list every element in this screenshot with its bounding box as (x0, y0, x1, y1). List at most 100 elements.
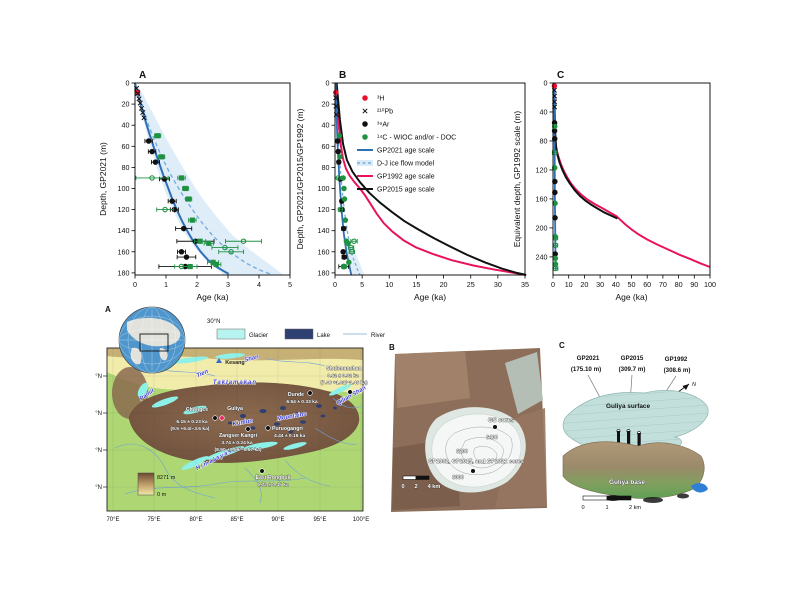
glacier3d-scale-2km: 2 km (629, 505, 641, 511)
x-tick-label: 90 (690, 280, 698, 289)
globe-latitude-label: 30°N (207, 319, 220, 325)
chart-panel-letter: B (339, 70, 346, 81)
marker-39Ar (551, 136, 558, 142)
marker-14C WIOC (552, 200, 558, 207)
region-label-taklamakan: Taklamakan (213, 380, 257, 386)
marker-39Ar (341, 254, 347, 260)
x-tick-label: 40 (612, 280, 620, 289)
east-rongbuk-marker (259, 468, 265, 474)
site-label-puruogangri: Puruogangri (272, 426, 303, 432)
x-tick-label: 25 (467, 280, 475, 289)
marker-14C WIOC (552, 261, 559, 267)
site-label-shulenanshan: Shulenanshan (326, 366, 361, 372)
line-gp1992-age-scale (552, 82, 711, 268)
terrain-image (391, 348, 547, 512)
marker-39Ar (178, 249, 185, 255)
map-graticule (107, 348, 363, 511)
y-tick-label: 60 (122, 142, 130, 151)
guliya-surface-label: Guliya surface (606, 403, 650, 410)
core-name-gp2021: GP2021 (577, 355, 600, 362)
marker-210Pb (141, 115, 147, 121)
gs-cores-marker (492, 424, 498, 430)
x-axis-label: Age (ka) (615, 292, 647, 302)
marker-39Ar (340, 249, 346, 255)
x-tick-label: 15 (412, 280, 420, 289)
marker-legend (362, 121, 368, 127)
marker-14C WIOC (341, 185, 347, 192)
x-tick-label: 2 (195, 280, 199, 289)
series-3h (333, 89, 339, 96)
y-tick-label: 200 (536, 223, 548, 232)
map-glaciers (137, 353, 351, 470)
marker-14C WIOC (346, 259, 352, 266)
elevation-colorbar (137, 472, 155, 496)
x-tick-label: 5 (288, 280, 292, 289)
zangser-age: 3.74 ± 0.24 ka (221, 440, 253, 446)
lat-labels: 40°N 35°N 30°N 25°N (95, 374, 107, 491)
y-tick-label: 100 (318, 184, 330, 193)
plot-frame (134, 82, 291, 276)
marker-210Pb (140, 109, 146, 116)
marker-14C WIOC (551, 165, 558, 171)
marker-14C DOC (335, 175, 342, 181)
marker-39Ar (340, 225, 347, 232)
legend-label: GP2021 age scale (377, 148, 435, 155)
marker-3H (333, 89, 339, 96)
map-panel-label: A (105, 305, 111, 314)
y-tick-label: 160 (318, 247, 330, 256)
marker-14C WIOC (197, 238, 203, 244)
marker-39Ar (149, 148, 155, 155)
terrain-panel-label: B (389, 343, 395, 352)
terrain-patch-nw (395, 351, 470, 408)
x-tick-label: 35 (521, 280, 529, 289)
marker-14C DOC (349, 249, 355, 255)
marker-14C WIOC (552, 255, 559, 262)
marker-210Pb (137, 100, 143, 106)
guliya-surface-shape (562, 390, 709, 455)
y-tick-label: 0 (126, 79, 130, 88)
lon-tick-label: 90°E (271, 517, 284, 523)
y-tick-label: 140 (118, 226, 130, 235)
site-label-zangser: Zangser Kangri (219, 433, 258, 439)
x-tick-label: 0 (551, 280, 555, 289)
marker-39Ar (180, 225, 187, 232)
line-gp2015-age-scale (553, 82, 618, 220)
marker-14C WIOC (155, 133, 161, 139)
marker-legend (362, 134, 368, 140)
core-labels: GP2021 (175.10 m) GP2015 (309.7 m) GP199… (571, 355, 691, 374)
chart-legend: ³H ²¹⁰Pb ³⁹Ar ¹⁴C - WIOC and/or - DOC GP2021… (357, 95, 456, 194)
lon-tick-label: 95°E (313, 517, 326, 523)
map-panel: A (95, 305, 385, 523)
x-tick-label: 70 (659, 280, 667, 289)
x-tick-label: 0 (133, 280, 137, 289)
lon-tick-label: 80°E (189, 517, 202, 523)
x-axis-label: Age (ka) (196, 292, 228, 302)
globe-inset (118, 306, 186, 374)
marker-39Ar (335, 148, 342, 155)
marker-14C DOC (222, 244, 228, 251)
x-tick-label: 20 (440, 280, 448, 289)
x-tick-label: 5 (360, 280, 364, 289)
y-tick-label: 0 (326, 79, 330, 88)
lat-tick-label: 35°N (95, 411, 102, 417)
terrain-scale-2: 2 (414, 484, 417, 490)
contour-6200-label: 6200 (456, 449, 468, 455)
legend-label: ³⁹Ar (377, 122, 390, 129)
marker-39Ar (183, 254, 190, 260)
lat-tick-label: 40°N (95, 374, 102, 380)
marker-210Pb (136, 96, 142, 102)
marker-39Ar (552, 251, 558, 257)
east-rongbuk-age: 6.72 ± 0.45 ka (257, 482, 289, 488)
y-tick-label: 40 (122, 121, 130, 130)
dunde-age: 6.54 ± 0.33 ka (286, 399, 318, 405)
y-tick-label: 160 (536, 194, 548, 203)
shulenanshan-marker (347, 389, 353, 395)
series-14c-doc (135, 175, 262, 270)
y-tick-label: 40 (322, 121, 330, 130)
y-axis-label: Depth, GP2021/GP2015/GP1992 (m) (295, 108, 305, 249)
lake-swatch (284, 328, 314, 340)
legend-lake-label: Lake (317, 333, 331, 339)
elevation-max-label: 8271 m (157, 475, 176, 481)
terrain-scale-bar: 0 2 4 km (401, 475, 441, 490)
